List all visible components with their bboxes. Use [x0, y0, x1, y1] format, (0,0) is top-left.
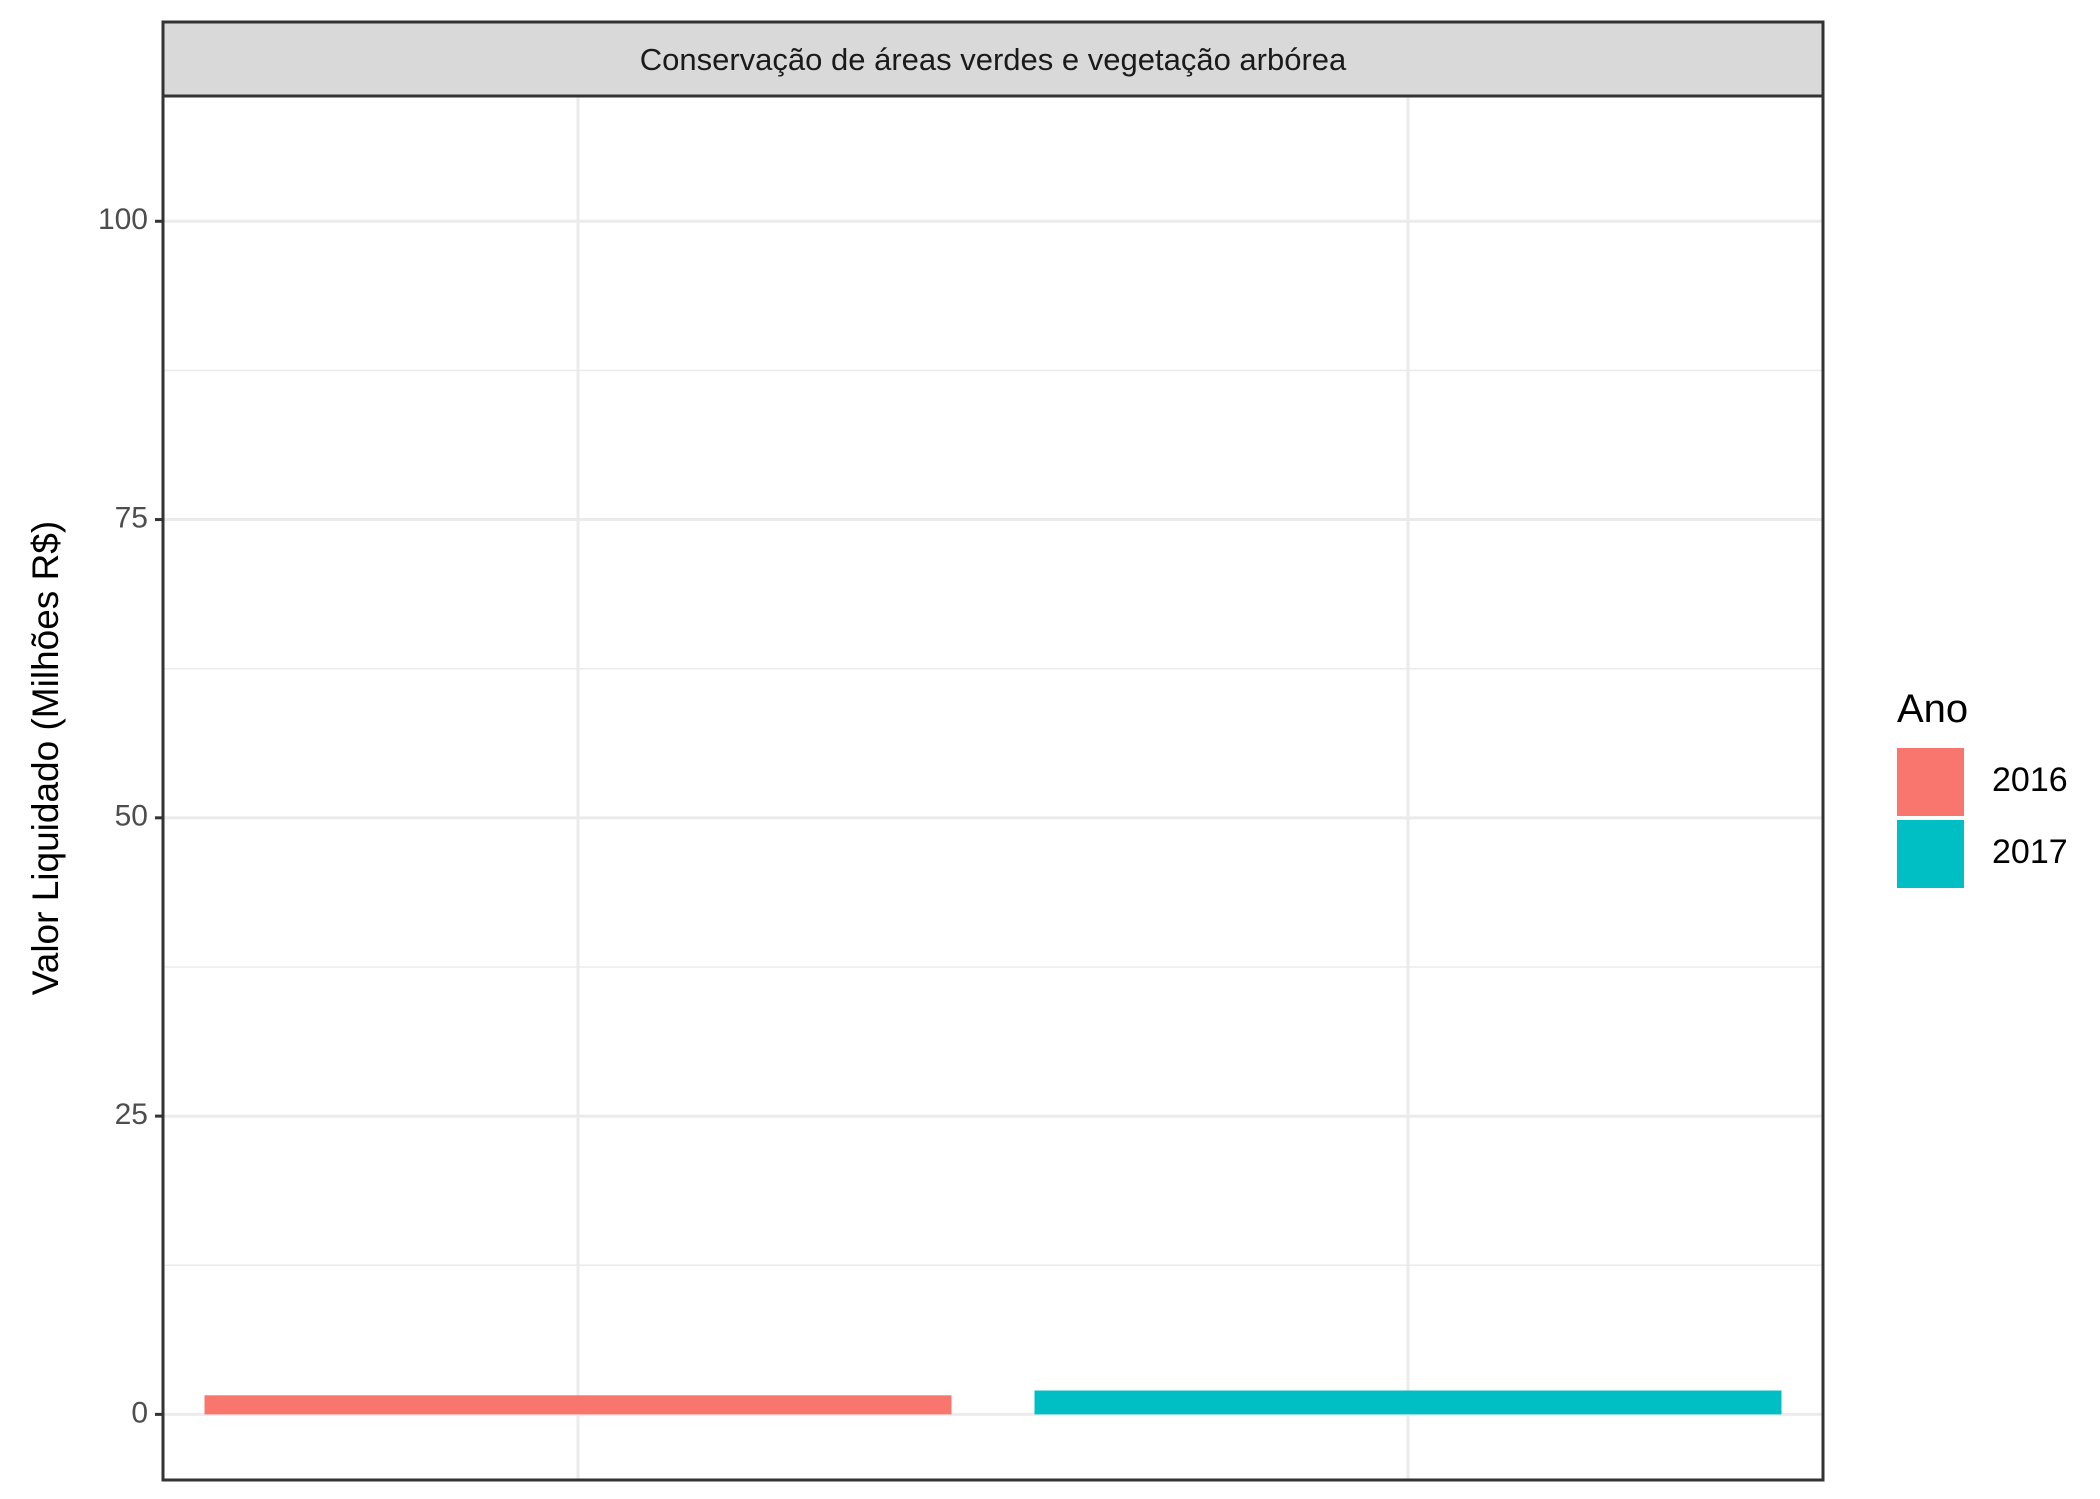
- y-tick-label: 25: [115, 1098, 148, 1131]
- legend: Ano 2016 2017: [1897, 687, 2068, 888]
- facet-strip: Conservação de áreas verdes e vegetação …: [161, 20, 1825, 98]
- legend-label-2017: 2017: [1992, 833, 2068, 871]
- bar-2016: [204, 1395, 952, 1415]
- facet-strip-background: [161, 20, 1825, 98]
- legend-key-2017: [1897, 820, 1964, 888]
- y-tick-label: 100: [98, 203, 148, 236]
- legend-items: 2016 2017: [1897, 748, 2068, 888]
- plot-panel: [161, 94, 1825, 1482]
- bars: [204, 1390, 1782, 1415]
- legend-key-2016: [1897, 748, 1964, 816]
- y-tick-label: 50: [115, 800, 148, 833]
- facet-strip-title: Conservação de áreas verdes e vegetação …: [640, 42, 1347, 77]
- legend-title: Ano: [1897, 687, 1968, 731]
- y-axis-title: Valor Liquidado (Milhões R$): [25, 521, 66, 995]
- bar-2017: [1034, 1390, 1782, 1415]
- legend-label-2016: 2016: [1992, 761, 2068, 799]
- panel-background: [163, 96, 1823, 1480]
- y-tick-label: 0: [131, 1396, 148, 1429]
- gridlines: [163, 96, 1823, 1480]
- panel-border: [161, 94, 1825, 1482]
- y-axis: 0 25 50 75 100: [98, 203, 163, 1429]
- y-tick-label: 75: [115, 501, 148, 534]
